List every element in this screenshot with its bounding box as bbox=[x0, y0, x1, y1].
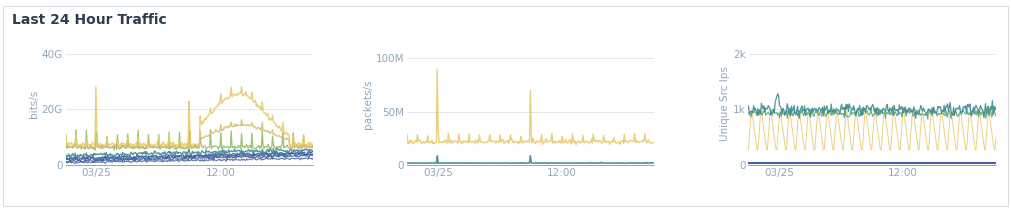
Y-axis label: Unique Src Ips: Unique Src Ips bbox=[720, 66, 730, 141]
Text: Last 24 Hour Traffic: Last 24 Hour Traffic bbox=[12, 13, 167, 27]
Y-axis label: packets/s: packets/s bbox=[363, 79, 373, 129]
Y-axis label: bits/s: bits/s bbox=[29, 90, 38, 118]
